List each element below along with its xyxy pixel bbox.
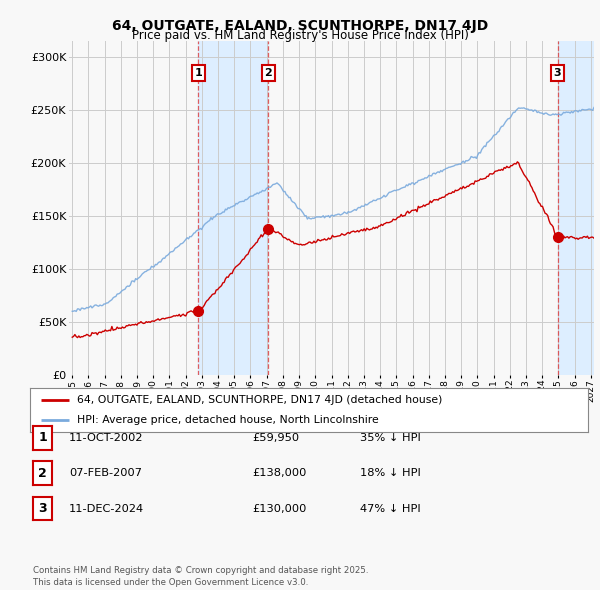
Text: Price paid vs. HM Land Registry's House Price Index (HPI): Price paid vs. HM Land Registry's House … <box>131 30 469 42</box>
Text: 1: 1 <box>194 68 202 78</box>
Text: 2: 2 <box>38 467 47 480</box>
Text: HPI: Average price, detached house, North Lincolnshire: HPI: Average price, detached house, Nort… <box>77 415 379 425</box>
Text: 47% ↓ HPI: 47% ↓ HPI <box>360 504 421 513</box>
Text: 07-FEB-2007: 07-FEB-2007 <box>69 468 142 478</box>
Text: 64, OUTGATE, EALAND, SCUNTHORPE, DN17 4JD: 64, OUTGATE, EALAND, SCUNTHORPE, DN17 4J… <box>112 19 488 33</box>
Text: 2: 2 <box>265 68 272 78</box>
Text: 3: 3 <box>38 502 47 515</box>
Text: £130,000: £130,000 <box>252 504 307 513</box>
Text: 3: 3 <box>554 68 562 78</box>
Text: 35% ↓ HPI: 35% ↓ HPI <box>360 433 421 442</box>
Text: 1: 1 <box>38 431 47 444</box>
Bar <box>199 41 268 375</box>
Text: Contains HM Land Registry data © Crown copyright and database right 2025.
This d: Contains HM Land Registry data © Crown c… <box>33 566 368 587</box>
Text: 18% ↓ HPI: 18% ↓ HPI <box>360 468 421 478</box>
Bar <box>557 41 594 375</box>
Text: £59,950: £59,950 <box>252 433 299 442</box>
Text: 64, OUTGATE, EALAND, SCUNTHORPE, DN17 4JD (detached house): 64, OUTGATE, EALAND, SCUNTHORPE, DN17 4J… <box>77 395 443 405</box>
Text: 11-DEC-2024: 11-DEC-2024 <box>69 504 144 513</box>
Text: £138,000: £138,000 <box>252 468 307 478</box>
Text: 11-OCT-2002: 11-OCT-2002 <box>69 433 143 442</box>
